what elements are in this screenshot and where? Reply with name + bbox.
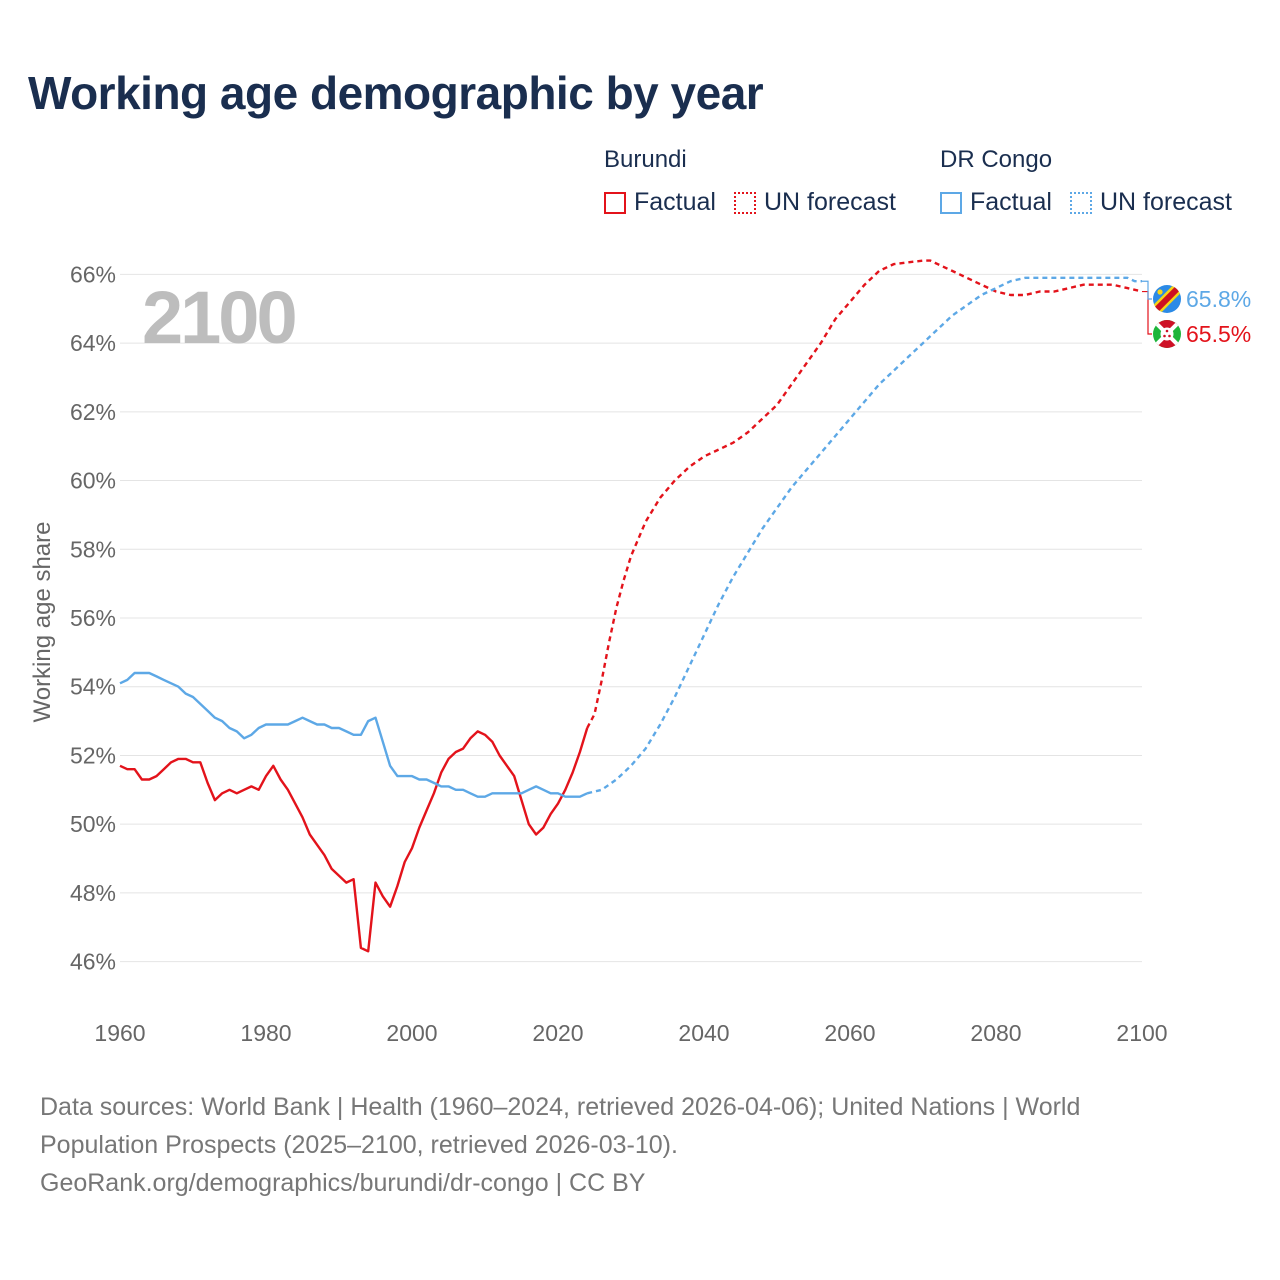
y-tick-label-46: 46% <box>70 949 116 975</box>
series-line-burundi-forecast <box>586 259 1143 729</box>
x-tick-label-1980: 1980 <box>240 1020 291 1046</box>
footer-attribution[interactable]: GeoRank.org/demographics/burundi/dr-cong… <box>40 1169 646 1197</box>
y-tick-label-52: 52% <box>70 742 116 768</box>
legend-item-burundi-factual[interactable]: Factual <box>604 188 716 217</box>
y-tick-label-56: 56% <box>70 605 116 631</box>
legend-swatch-burundi-forecast <box>733 191 756 214</box>
legend-item-drcongo-factual[interactable]: Factual <box>940 188 1052 217</box>
axes: 46% 48% 50% 52% 54% 56% 58% 60% 62% 64% 66% 1960 198… <box>70 261 1168 1046</box>
y-tick-label-64: 64% <box>70 330 116 356</box>
x-tick-label-2060: 2060 <box>824 1020 875 1046</box>
footer-sources: Data sources: World Bank | Health (1960–… <box>40 1093 1081 1159</box>
year-watermark: 2100 <box>142 276 295 359</box>
y-axis-label: Working age share <box>29 522 56 723</box>
legend-country-drcongo: DR Congo <box>940 146 1053 173</box>
footer: Data sources: World Bank | Health (1960–… <box>40 1088 1160 1202</box>
legend-group-burundi: Burundi Factual UN forecast <box>604 146 914 217</box>
end-labels: 65.5% 65.8% <box>1142 280 1251 347</box>
legend-label-drcongo-factual: Factual <box>970 188 1052 216</box>
line-chart: 46% 48% 50% 52% 54% 56% 58% 60% 62% 64% 66% 1960 198… <box>29 259 1251 1046</box>
burundi-flag-icon <box>1153 320 1181 348</box>
y-tick-label-48: 48% <box>70 880 116 906</box>
y-tick-label-62: 62% <box>70 399 116 425</box>
legend-label-burundi-forecast: UN forecast <box>763 188 896 216</box>
x-tick-label-2020: 2020 <box>532 1020 583 1046</box>
series-line-burundi-factual <box>119 727 589 953</box>
y-tick-label-54: 54% <box>70 674 116 700</box>
series-line-drcongo-factual <box>119 671 588 798</box>
y-tick-label-50: 50% <box>70 811 116 837</box>
end-connector-drcongo <box>1142 280 1152 300</box>
x-tick-label-2040: 2040 <box>678 1020 729 1046</box>
x-tick-label-1960: 1960 <box>94 1020 145 1046</box>
legend-group-drcongo: DR Congo Factual UN forecast <box>940 146 1250 217</box>
x-tick-label-2080: 2080 <box>970 1020 1021 1046</box>
legend-swatch-drcongo-forecast <box>1069 191 1092 214</box>
legend-label-burundi-factual: Factual <box>634 188 716 216</box>
gridlines <box>120 273 1142 963</box>
legend-swatch-burundi-factual <box>604 191 626 214</box>
series-line-drcongo-forecast <box>586 276 1142 795</box>
end-label-drcongo: 65.8% <box>1186 286 1251 312</box>
legend-country-burundi: Burundi <box>604 146 687 173</box>
end-label-burundi: 65.5% <box>1186 321 1251 347</box>
end-connector-burundi <box>1142 290 1152 335</box>
legend-item-burundi-forecast[interactable]: UN forecast <box>733 188 896 217</box>
y-tick-label-66: 66% <box>70 261 116 287</box>
series-lines <box>119 259 1143 953</box>
y-tick-label-58: 58% <box>70 536 116 562</box>
legend-label-drcongo-forecast: UN forecast <box>1099 188 1232 216</box>
legend-item-drcongo-forecast[interactable]: UN forecast <box>1069 188 1232 217</box>
x-tick-label-2100: 2100 <box>1116 1020 1167 1046</box>
chart-title: Working age demographic by year <box>28 67 764 119</box>
x-tick-label-2000: 2000 <box>386 1020 437 1046</box>
y-tick-label-60: 60% <box>70 468 116 494</box>
legend-swatch-drcongo-factual <box>940 191 962 214</box>
drcongo-flag-icon <box>1153 285 1181 313</box>
